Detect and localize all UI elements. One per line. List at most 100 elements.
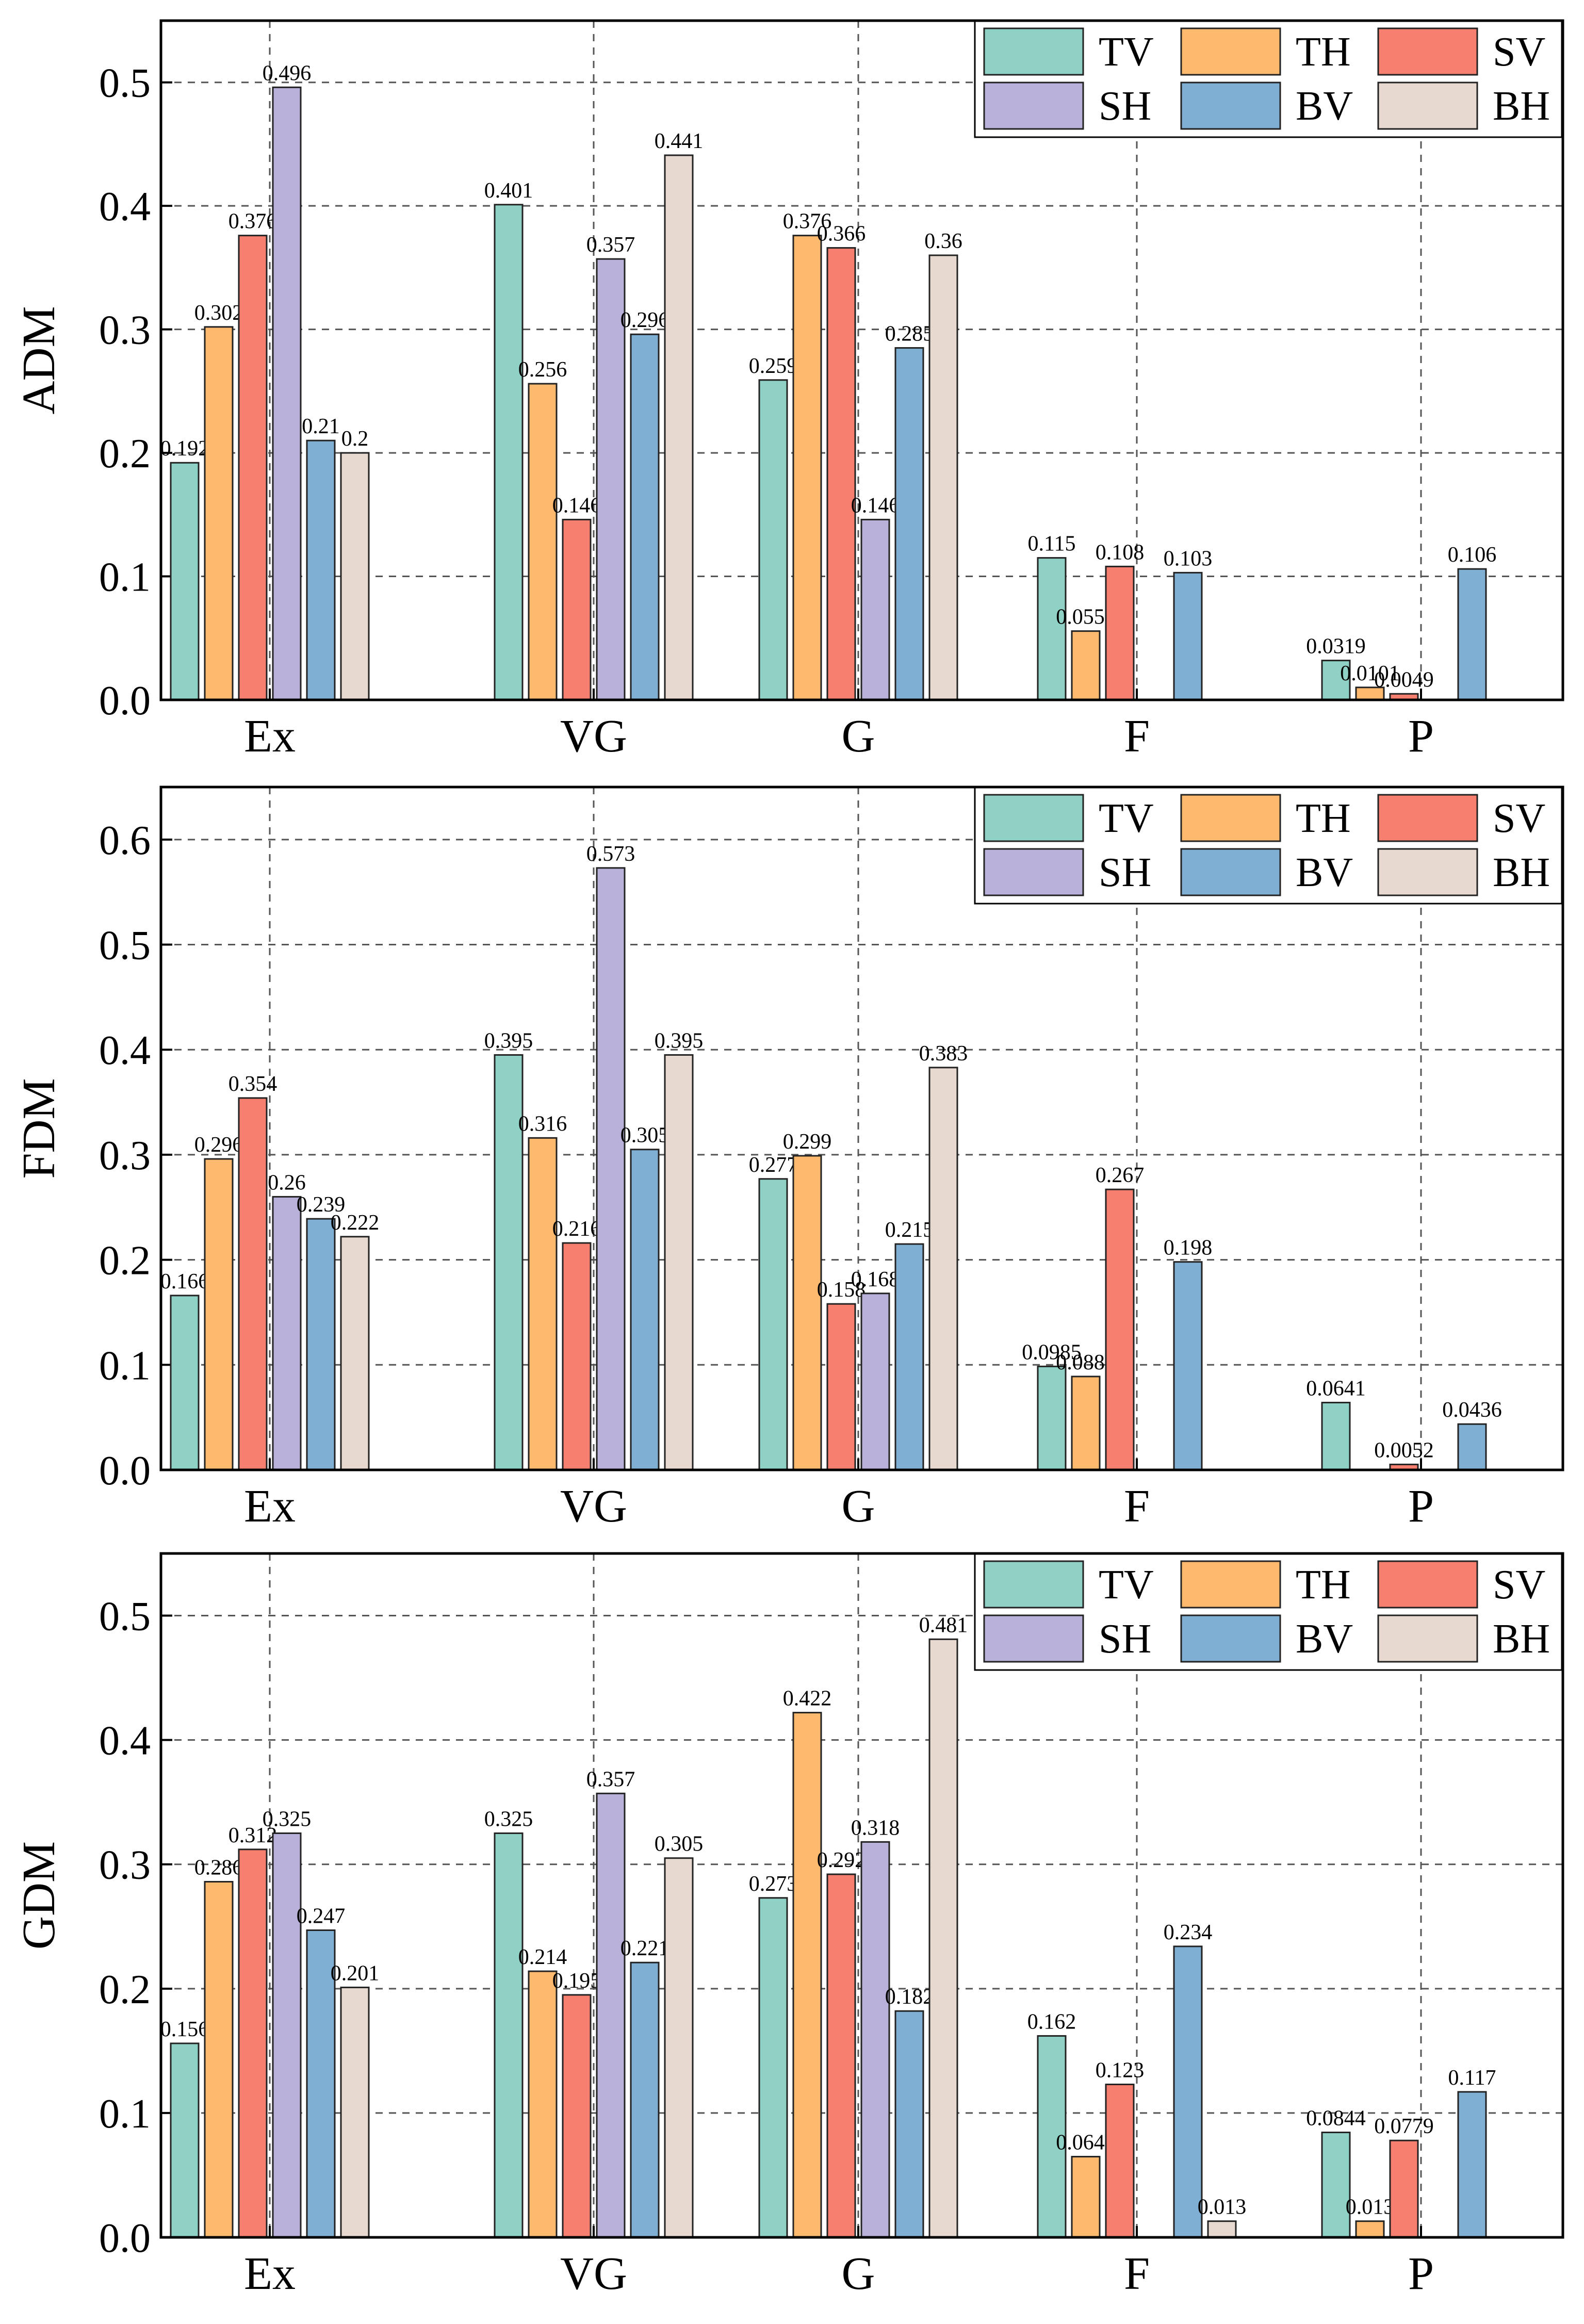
bar-th-ex — [204, 326, 234, 701]
data-label: 0.273 — [749, 1872, 798, 1896]
bar-sv-p — [1389, 2139, 1419, 2238]
bar-sh-vg — [596, 258, 626, 701]
bar-sv-g — [826, 247, 856, 701]
data-label: 0.357 — [586, 1767, 635, 1791]
category-label-f: F — [1124, 2248, 1150, 2299]
y-tick-label: 0.1 — [99, 555, 151, 600]
legend: TV TH SV SH BV BH — [974, 1553, 1563, 1671]
legend-label-sv: SV — [1493, 796, 1545, 841]
legend-label-tv: TV — [1099, 1562, 1154, 1608]
data-label: 0.168 — [851, 1268, 900, 1291]
legend-label-tv: TV — [1099, 29, 1154, 75]
legend-swatch-sv — [1377, 1560, 1478, 1609]
data-label: 0.481 — [919, 1613, 968, 1637]
data-label: 0.383 — [919, 1042, 968, 1066]
y-axis-label: GDM — [13, 1841, 64, 1950]
data-label: 0.247 — [297, 1905, 346, 1928]
data-label: 0.312 — [228, 1824, 277, 1847]
data-label: 0.296 — [620, 308, 669, 332]
data-label: 0.108 — [1096, 541, 1145, 564]
bar-sv-f — [1105, 2083, 1135, 2238]
data-label: 0.376 — [783, 210, 832, 234]
bar-bv-vg — [630, 333, 660, 701]
data-label: 0.26 — [268, 1171, 306, 1194]
category-label-f: F — [1124, 711, 1150, 762]
bar-sv-g — [826, 1873, 856, 2238]
legend-swatch-tv — [983, 27, 1084, 76]
data-label: 0.325 — [263, 1807, 312, 1831]
bar-sh-g — [860, 518, 890, 701]
legend-label-th: TH — [1296, 1562, 1351, 1608]
bar-tv-f — [1037, 2035, 1067, 2238]
data-label: 0.395 — [655, 1029, 704, 1053]
data-label: 0.422 — [783, 1687, 832, 1711]
data-label: 0.0641 — [1306, 1377, 1366, 1400]
legend-swatch-sh — [983, 1614, 1084, 1663]
plot-frame — [159, 785, 1564, 1471]
bar-th-ex — [204, 1158, 234, 1471]
data-label: 0.496 — [263, 61, 312, 85]
data-label: 0.0779 — [1374, 2115, 1434, 2138]
category-label-ex: Ex — [244, 1481, 296, 1532]
category-label-p: P — [1408, 1481, 1434, 1532]
category-label-p: P — [1408, 2248, 1434, 2299]
chart-panel-fdm: 0.0 0.1 0.2 0.3 0.4 0.5 0.6 0.166 0.395 0.277 0.09… — [13, 785, 1564, 1532]
y-tick-label: 0.4 — [99, 1028, 151, 1073]
y-tick-label: 0.0 — [99, 1448, 151, 1494]
data-label: 0.21 — [302, 415, 340, 438]
legend-swatch-th — [1180, 1560, 1281, 1609]
y-tick-label: 0.6 — [99, 818, 151, 863]
legend: TV TH SV SH BV BH — [974, 787, 1563, 905]
data-label: 0.195 — [552, 1969, 601, 1993]
bar-bh-vg — [664, 154, 694, 701]
data-label: 0.441 — [655, 129, 704, 153]
legend-label-bv: BV — [1296, 84, 1353, 129]
bar-tv-g — [758, 379, 788, 701]
legend-swatch-bv — [1180, 1614, 1281, 1663]
bar-th-p — [1355, 2220, 1385, 2238]
category-label-vg: VG — [560, 711, 627, 762]
bar-th-ex — [204, 1880, 234, 2238]
bar-sh-g — [860, 1841, 890, 2238]
legend-swatch-th — [1180, 794, 1281, 842]
legend-label-th: TH — [1296, 796, 1351, 841]
plot-frame — [159, 19, 1564, 701]
category-label-vg: VG — [560, 1481, 627, 1532]
bar-sv-f — [1105, 1188, 1135, 1471]
category-label-g: G — [842, 1481, 875, 1532]
y-tick-label: 0.4 — [99, 184, 151, 230]
category-label-vg: VG — [560, 2248, 627, 2299]
data-label: 0.0101 — [1340, 662, 1400, 685]
bar-sv-ex — [238, 1097, 268, 1471]
bar-bv-f — [1173, 1945, 1203, 2238]
data-label: 0.146 — [851, 494, 900, 517]
y-tick-label: 0.5 — [99, 61, 151, 106]
data-label: 0.214 — [518, 1945, 567, 1969]
bar-bv-f — [1173, 571, 1203, 701]
legend-label-bh: BH — [1493, 850, 1550, 895]
legend-label-sh: SH — [1099, 1616, 1151, 1662]
bar-sv-ex — [238, 1848, 268, 2238]
legend-label-sv: SV — [1493, 1562, 1545, 1608]
bar-th-f — [1071, 2156, 1101, 2238]
data-label: 0.162 — [1027, 2010, 1076, 2034]
data-label: 0.292 — [817, 1848, 866, 1872]
bar-sh-vg — [596, 1792, 626, 2238]
bar-bv-vg — [630, 1149, 660, 1471]
category-label-p: P — [1408, 711, 1434, 762]
data-label: 0.354 — [228, 1072, 277, 1096]
bar-bv-ex — [306, 439, 336, 701]
data-label: 0.239 — [297, 1193, 346, 1217]
legend-swatch-tv — [983, 794, 1084, 842]
bar-bv-p — [1457, 568, 1487, 701]
data-label: 0.198 — [1164, 1236, 1213, 1260]
legend-swatch-sv — [1377, 794, 1478, 842]
y-tick-label: 0.4 — [99, 1719, 151, 1764]
data-label: 0.325 — [484, 1807, 533, 1831]
bar-sv-vg — [562, 1242, 592, 1471]
y-tick-label: 0.2 — [99, 431, 151, 477]
data-label: 0.256 — [518, 358, 567, 382]
bar-bv-p — [1457, 2091, 1487, 2238]
y-tick-label: 0.1 — [99, 1343, 151, 1388]
data-label: 0.103 — [1164, 547, 1213, 570]
